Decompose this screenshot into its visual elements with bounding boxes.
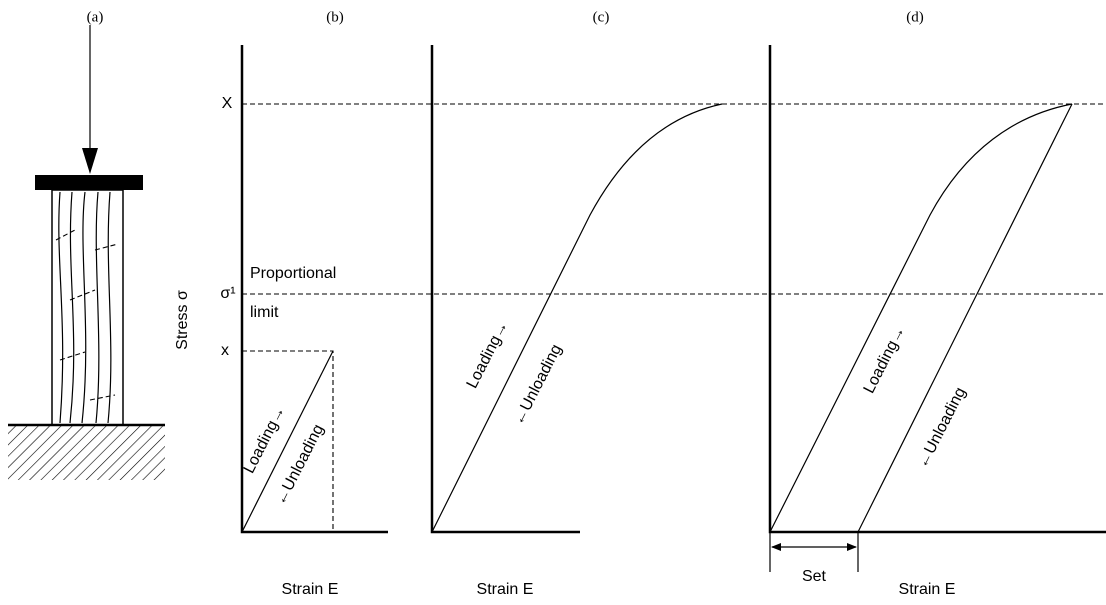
set-label: Set bbox=[802, 568, 827, 585]
panel-label: (b) bbox=[326, 9, 344, 25]
specimen bbox=[8, 25, 165, 480]
panel-d bbox=[770, 45, 1106, 572]
x-axis-label: Strain E bbox=[477, 581, 534, 598]
y-label: σ¹ bbox=[220, 285, 235, 302]
loading-label: Loading→ bbox=[861, 324, 909, 397]
figure: (a) (b) (c) (d) X σ¹ x Proportional limi… bbox=[0, 0, 1106, 600]
unloading-label: ←Unloading bbox=[914, 385, 969, 471]
panel-label: (c) bbox=[593, 9, 610, 25]
unloading-label: ←Unloading bbox=[510, 342, 565, 428]
y-axis-title: Stress σ bbox=[174, 290, 191, 350]
loading-label: Loading→ bbox=[241, 404, 289, 477]
x-axis-label: Strain E bbox=[899, 581, 956, 598]
panel-label: (d) bbox=[906, 9, 924, 25]
limit-text: limit bbox=[250, 304, 279, 321]
limit-text: Proportional bbox=[250, 265, 336, 282]
unloading-label: ←Unloading bbox=[272, 422, 327, 508]
y-label: x bbox=[221, 342, 229, 359]
y-label: X bbox=[222, 95, 233, 112]
panel-c bbox=[432, 45, 722, 532]
loading-label: Loading→ bbox=[464, 319, 512, 392]
x-axis-label: Strain E bbox=[282, 581, 339, 598]
panel-label: (a) bbox=[87, 9, 104, 25]
